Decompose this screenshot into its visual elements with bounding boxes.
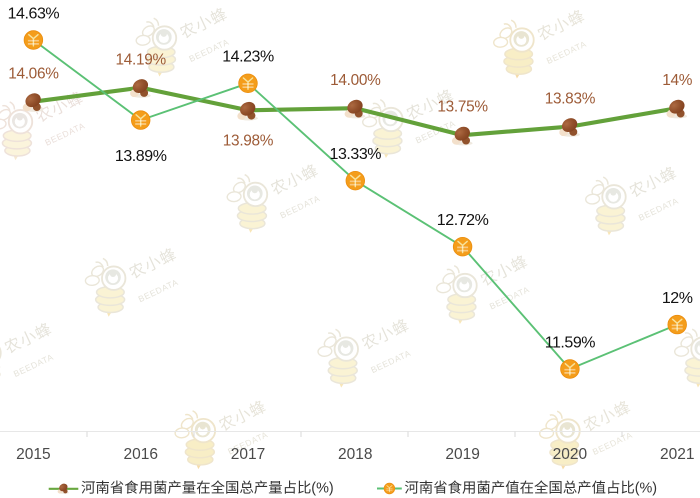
svg-text:(%): (%) (311, 481, 333, 497)
svg-text:13.89%: 13.89% (115, 148, 167, 165)
svg-text:14.00%: 14.00% (330, 72, 381, 89)
svg-text:14.06%: 14.06% (8, 66, 59, 83)
svg-text:13.75%: 13.75% (437, 99, 488, 116)
svg-text:13.98%: 13.98% (223, 133, 274, 150)
svg-text:14.19%: 14.19% (115, 52, 166, 69)
svg-text:2019: 2019 (445, 446, 479, 463)
svg-text:13.33%: 13.33% (330, 146, 382, 163)
svg-text:14%: 14% (662, 72, 693, 89)
svg-text:2015: 2015 (16, 446, 50, 463)
svg-text:11.59%: 11.59% (545, 334, 596, 351)
svg-text:12%: 12% (662, 290, 693, 307)
svg-text:14.63%: 14.63% (8, 6, 60, 23)
svg-text:13.83%: 13.83% (545, 91, 596, 108)
svg-text:2020: 2020 (553, 446, 588, 463)
svg-text:2016: 2016 (123, 446, 157, 463)
svg-text:12.72%: 12.72% (437, 212, 489, 229)
svg-text:2021: 2021 (660, 446, 694, 463)
svg-text:(%): (%) (635, 481, 657, 497)
svg-text:2018: 2018 (338, 446, 372, 463)
svg-text:14.23%: 14.23% (222, 49, 274, 66)
svg-text:2017: 2017 (231, 446, 265, 463)
